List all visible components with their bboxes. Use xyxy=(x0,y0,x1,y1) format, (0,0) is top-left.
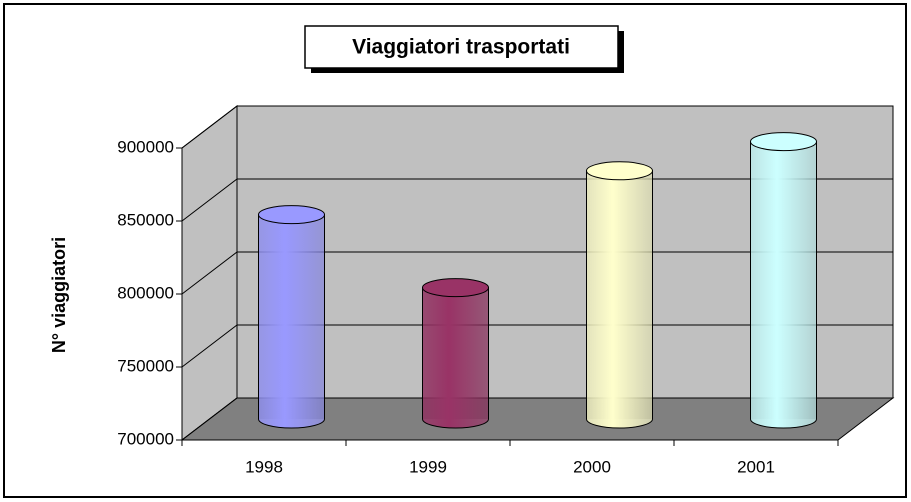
y-tick-label: 700000 xyxy=(117,429,174,448)
x-tick-label: 2000 xyxy=(573,457,611,476)
plot-area: 700000 750000 800000 850000 900000 1998 1999 20… xyxy=(117,104,895,476)
bar-body xyxy=(422,287,489,429)
bar-top xyxy=(422,278,489,298)
grid-line xyxy=(181,178,893,222)
grid-line xyxy=(181,105,893,149)
y-tick-label: 900000 xyxy=(117,137,174,156)
x-tick-label: 1999 xyxy=(409,457,447,476)
bar-body xyxy=(258,214,325,429)
bar xyxy=(750,132,817,429)
grid-line xyxy=(181,397,893,441)
y-tick-label: 750000 xyxy=(117,356,174,375)
bar xyxy=(422,278,489,429)
bar-body xyxy=(586,170,653,429)
bar xyxy=(586,161,653,429)
grid-line xyxy=(181,251,893,295)
y-tick-label: 850000 xyxy=(117,210,174,229)
bar-top xyxy=(586,161,653,181)
title-box xyxy=(304,25,619,69)
x-tick-label: 1998 xyxy=(245,457,283,476)
y-axis-label: N° viaggiatori xyxy=(49,237,69,353)
chart-title: Viaggiatori trasportati xyxy=(352,36,570,59)
y-tick-label: 800000 xyxy=(117,283,174,302)
bar-top xyxy=(750,132,817,152)
grid-line xyxy=(181,324,893,368)
bar xyxy=(258,205,325,429)
bar-body xyxy=(750,141,817,429)
bar-top xyxy=(258,205,325,225)
x-tick-label: 2001 xyxy=(737,457,775,476)
